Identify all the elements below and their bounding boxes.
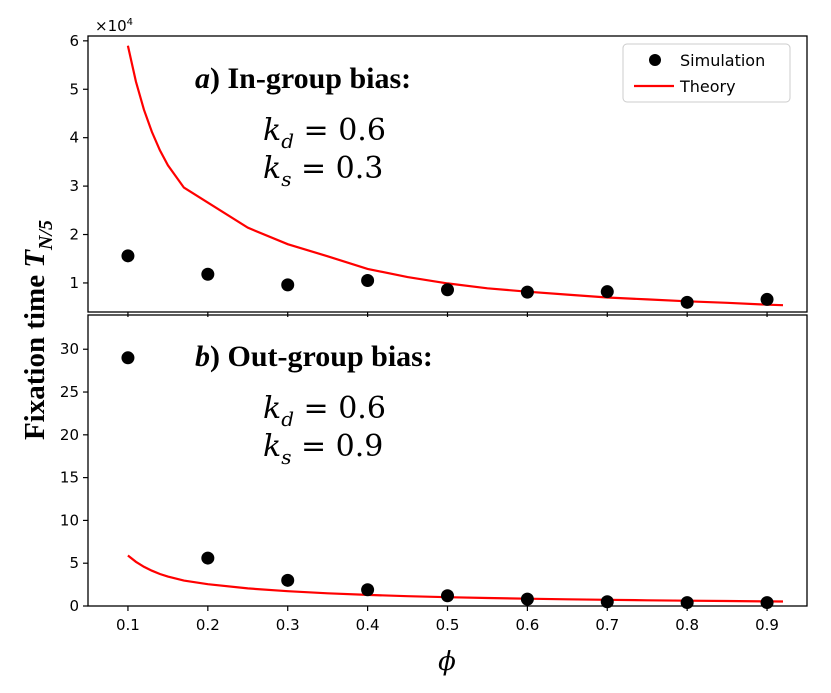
panel-b-y-tick-label: 10 <box>60 511 79 529</box>
panel-b-x-ticks: 0.1 0.2 0.3 0.4 0.5 0.6 0.7 0.8 0.9 <box>116 606 779 634</box>
panel-a-y-tick-label: 1 <box>69 274 79 292</box>
panel-b-simulation-point <box>201 551 215 565</box>
panel-b-simulation-point <box>121 351 135 365</box>
panel-a-simulation-point <box>121 249 135 263</box>
x-tick-label: 0.3 <box>276 616 300 634</box>
panel-b-y-ticks: 0 5 10 15 20 25 30 <box>60 340 88 615</box>
panel-b-simulation-point <box>520 592 534 606</box>
legend-simulation-label: Simulation <box>680 51 765 70</box>
x-tick-label: 0.5 <box>436 616 460 634</box>
panel-a-y-multiplier: ×104 <box>95 17 133 35</box>
panel-a-theory-line <box>126 45 784 307</box>
x-axis-label: ϕ <box>438 647 456 677</box>
panel-b-axes-frame <box>87 314 808 607</box>
panel-b-simulation-point <box>600 595 614 609</box>
panel-b-theory-series <box>127 554 784 603</box>
panel-b-y-tick-label: 15 <box>60 469 79 487</box>
panel-a-simulation-point <box>361 274 375 288</box>
panel-b-simulation-point <box>760 596 774 610</box>
x-tick-label: 0.6 <box>515 616 539 634</box>
panel-a-simulation-point <box>281 278 295 292</box>
legend: Simulation Theory <box>622 43 791 103</box>
panel-a-simulation-point <box>680 295 694 309</box>
panel-a-axes-frame <box>87 35 808 313</box>
legend-theory-label: Theory <box>679 77 736 96</box>
y-axis-label: Fixation time TN/5 <box>19 220 57 440</box>
panel-b-y-tick-label: 20 <box>60 426 79 444</box>
panel-a-simulation-point <box>520 285 534 299</box>
panel-b-simulation-point <box>680 596 694 610</box>
panel-a-y-tick-label: 5 <box>69 80 79 98</box>
x-tick-label: 0.2 <box>196 616 220 634</box>
panel-b-y-tick-label: 0 <box>69 597 79 615</box>
x-tick-label: 0.9 <box>755 616 779 634</box>
panel-b-simulation-point <box>361 583 375 597</box>
panel-b-title: b) Out-group bias: <box>195 340 433 373</box>
panel-b-param-ks: ks = 0.9 <box>263 429 383 469</box>
x-tick-label: 0.1 <box>116 616 140 634</box>
panel-b-y-tick-label: 5 <box>69 554 79 572</box>
panel-b-param-kd: kd = 0.6 <box>263 391 386 431</box>
panel-a-simulation-point <box>201 267 215 281</box>
panel-a-title: a) In-group bias: <box>195 62 411 95</box>
panel-a-param-kd: kd = 0.6 <box>263 113 386 153</box>
panel-a-theory-series <box>126 45 784 307</box>
panel-a-simulation-point <box>760 292 774 306</box>
panel-b-simulation-point <box>281 573 295 587</box>
panel-b: 0 5 10 15 20 25 30 0.1 0.2 0.3 0.4 0.5 0.6 0.7 0.8 0.9… <box>60 314 808 634</box>
panel-a: 1 2 3 4 5 6 ×104 a) In-group bias: kd = 0.6 k… <box>69 17 808 317</box>
x-tick-label: 0.4 <box>356 616 380 634</box>
panel-b-y-tick-label: 30 <box>60 340 79 358</box>
x-tick-label: 0.7 <box>595 616 619 634</box>
panel-a-simulation-point <box>441 283 454 297</box>
panel-b-simulation-series <box>121 351 774 610</box>
x-tick-label: 0.8 <box>675 616 699 634</box>
legend-simulation-marker <box>649 54 661 66</box>
panel-a-y-tick-label: 3 <box>69 177 79 195</box>
panel-a-y-tick-label: 6 <box>69 32 79 50</box>
panel-b-y-tick-label: 25 <box>60 383 79 401</box>
panel-a-y-tick-label: 4 <box>69 129 79 147</box>
panel-a-y-ticks: 1 2 3 4 5 6 <box>69 32 88 292</box>
panel-b-theory-line <box>127 554 784 603</box>
panel-a-y-tick-label: 2 <box>69 226 79 244</box>
panel-a-param-ks: ks = 0.3 <box>263 151 383 191</box>
legend-box <box>622 43 791 103</box>
panel-a-simulation-series <box>121 249 774 309</box>
panel-b-simulation-point <box>441 589 454 603</box>
panel-a-simulation-point <box>600 285 614 299</box>
